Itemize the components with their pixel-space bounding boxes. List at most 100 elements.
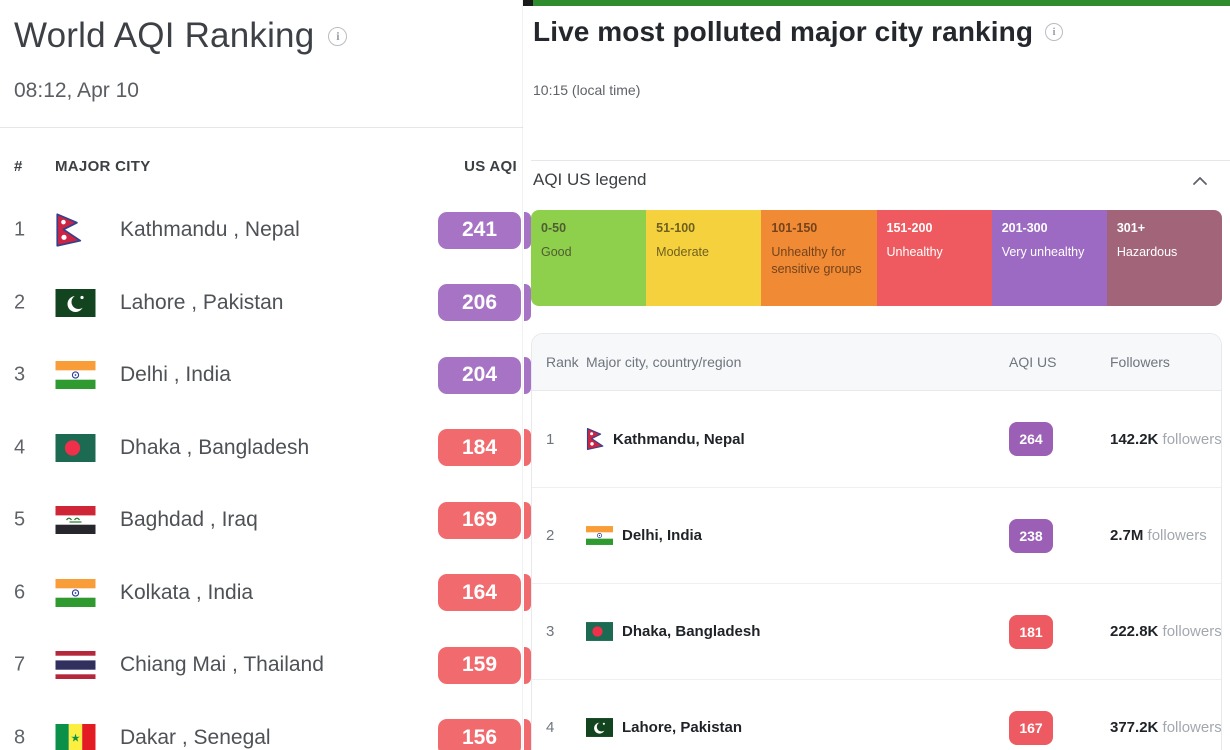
rank-value: 2 bbox=[14, 291, 26, 314]
table-row[interactable]: 1 Kathmandu, Nepal 264 142.2K followers bbox=[532, 391, 1221, 487]
india-flag-icon bbox=[55, 361, 96, 390]
city-name: Kathmandu, Nepal bbox=[613, 430, 745, 448]
aqi-badge: 184 bbox=[438, 429, 521, 467]
col-header-rank: Rank bbox=[546, 354, 579, 370]
badge-tip bbox=[524, 574, 531, 612]
rank-value: 4 bbox=[546, 719, 555, 736]
legend-range: 0-50 bbox=[541, 221, 567, 235]
aqi-badge: 159 bbox=[438, 646, 521, 684]
table-row[interactable]: 5 Baghdad , Iraq 169 bbox=[0, 484, 523, 557]
table-row[interactable]: 3 Delhi , India 204 bbox=[0, 339, 523, 412]
live-city-ranking-panel: Live most polluted major city ranking i … bbox=[523, 0, 1230, 750]
top-progress-bar bbox=[523, 0, 1230, 6]
world-aqi-ranking-panel: World AQI Ranking i 08:12, Apr 10 # MAJO… bbox=[0, 0, 523, 750]
rank-value: 6 bbox=[14, 581, 26, 604]
aqi-badge: 204 bbox=[438, 356, 521, 394]
panel-seam bbox=[522, 0, 523, 750]
table-header: # MAJOR CITY US AQI bbox=[0, 158, 523, 184]
table-header: Rank Major city, country/region AQI US F… bbox=[532, 334, 1221, 391]
table-row[interactable]: 2 Delhi, India 238 2.7M followers bbox=[532, 487, 1221, 583]
rank-value: 5 bbox=[14, 508, 26, 531]
col-header-city: MAJOR CITY bbox=[55, 158, 151, 175]
progress-bar-lead bbox=[523, 0, 533, 6]
legend-range: 51-100 bbox=[656, 221, 696, 235]
info-icon[interactable]: i bbox=[1045, 23, 1064, 41]
badge-tip bbox=[524, 429, 531, 467]
rank-value: 1 bbox=[14, 218, 26, 241]
rank-value: 2 bbox=[546, 527, 555, 544]
aqi-badge: 241 bbox=[438, 211, 521, 249]
rank-value: 4 bbox=[14, 436, 26, 459]
rank-value: 3 bbox=[546, 623, 555, 640]
legend-band: 201-300 Very unhealthy bbox=[991, 210, 1107, 306]
legend-band: 301+ Hazardous bbox=[1106, 210, 1222, 306]
legend-label: Moderate bbox=[656, 244, 709, 259]
table-row[interactable]: 1 Kathmandu , Nepal 241 bbox=[0, 194, 523, 267]
divider bbox=[0, 127, 523, 128]
divider bbox=[531, 160, 1230, 161]
bangladesh-flag-icon bbox=[55, 433, 96, 462]
badge-tip bbox=[524, 646, 531, 684]
legend-range: 201-300 bbox=[1001, 221, 1048, 235]
legend-range: 151-200 bbox=[886, 221, 933, 235]
legend-label: Good bbox=[541, 244, 572, 259]
col-header-followers: Followers bbox=[1110, 354, 1170, 370]
col-header-rank: # bbox=[14, 158, 23, 175]
legend-band: 151-200 Unhealthy bbox=[876, 210, 992, 306]
aqi-badge: 169 bbox=[438, 501, 521, 539]
progress-bar-fill bbox=[533, 0, 1230, 6]
follower-count: 222.8K followers bbox=[1110, 623, 1222, 640]
aqi-badge: 181 bbox=[1009, 614, 1053, 649]
table-row[interactable]: 3 Dhaka, Bangladesh 181 222.8K followers bbox=[532, 583, 1221, 679]
table-row[interactable]: 8 Dakar , Senegal 156 bbox=[0, 702, 523, 750]
timestamp: 10:15 (local time) bbox=[533, 82, 641, 98]
legend-label: Very unhealthy bbox=[1001, 244, 1085, 259]
table-body: 1 Kathmandu, Nepal 264 142.2K followers 2 D… bbox=[532, 391, 1221, 750]
table-row[interactable]: 6 Kolkata , India 164 bbox=[0, 557, 523, 630]
legend-label: Unhealthy for sensitive groups bbox=[771, 244, 862, 276]
city-name: Kolkata , India bbox=[120, 580, 254, 604]
table-row[interactable]: 2 Lahore , Pakistan 206 bbox=[0, 267, 523, 340]
badge-tip bbox=[524, 719, 531, 750]
badge-tip bbox=[524, 501, 531, 539]
follower-count: 142.2K followers bbox=[1110, 430, 1222, 448]
legend-band: 51-100 Moderate bbox=[646, 210, 762, 306]
follower-count: 377.2K followers bbox=[1110, 719, 1222, 736]
pakistan-flag-icon bbox=[586, 718, 613, 737]
col-header-city: Major city, country/region bbox=[586, 354, 742, 370]
aqi-badge: 164 bbox=[438, 574, 521, 612]
badge-tip bbox=[524, 356, 531, 394]
city-name: Kathmandu , Nepal bbox=[120, 218, 300, 242]
table-row[interactable]: 4 Dhaka , Bangladesh 184 bbox=[0, 412, 523, 485]
city-name: Dhaka, Bangladesh bbox=[622, 623, 761, 640]
legend-range: 301+ bbox=[1116, 221, 1146, 235]
ranking-rows: 1 Kathmandu , Nepal 241 2 Lahore , Pakista… bbox=[0, 194, 523, 750]
rank-value: 8 bbox=[14, 726, 26, 749]
badge-tip bbox=[524, 284, 531, 322]
follower-count: 2.7M followers bbox=[1110, 527, 1207, 544]
senegal-flag-icon bbox=[55, 723, 96, 750]
legend-band: 0-50 Good bbox=[531, 210, 647, 306]
page-title: World AQI Ranking bbox=[14, 16, 315, 55]
legend-label: Hazardous bbox=[1116, 244, 1178, 259]
page-title: Live most polluted major city ranking bbox=[533, 16, 1034, 47]
bangladesh-flag-icon bbox=[586, 622, 613, 641]
aqi-badge: 264 bbox=[1009, 422, 1053, 456]
city-name: Dakar , Senegal bbox=[120, 725, 271, 749]
table-row[interactable]: 7 Chiang Mai , Thailand 159 bbox=[0, 629, 523, 702]
city-name: Baghdad , Iraq bbox=[120, 508, 258, 532]
rank-value: 3 bbox=[14, 363, 26, 386]
col-header-aqi: AQI US bbox=[1009, 354, 1057, 370]
aqi-badge: 167 bbox=[1009, 710, 1053, 745]
table-row[interactable]: 4 Lahore, Pakistan 167 377.2K followers bbox=[532, 679, 1221, 750]
rank-value: 1 bbox=[546, 430, 555, 448]
city-name: Chiang Mai , Thailand bbox=[120, 653, 324, 677]
legend-range: 101-150 bbox=[771, 221, 818, 235]
info-icon[interactable]: i bbox=[328, 26, 348, 46]
legend-header: AQI US legend bbox=[533, 170, 647, 189]
rank-table: Rank Major city, country/region AQI US F… bbox=[531, 333, 1222, 750]
india-flag-icon bbox=[55, 578, 96, 607]
chevron-up-icon[interactable] bbox=[1192, 176, 1208, 186]
legend-band: 101-150 Unhealthy for sensitive groups bbox=[761, 210, 877, 306]
rank-value: 7 bbox=[14, 653, 26, 676]
